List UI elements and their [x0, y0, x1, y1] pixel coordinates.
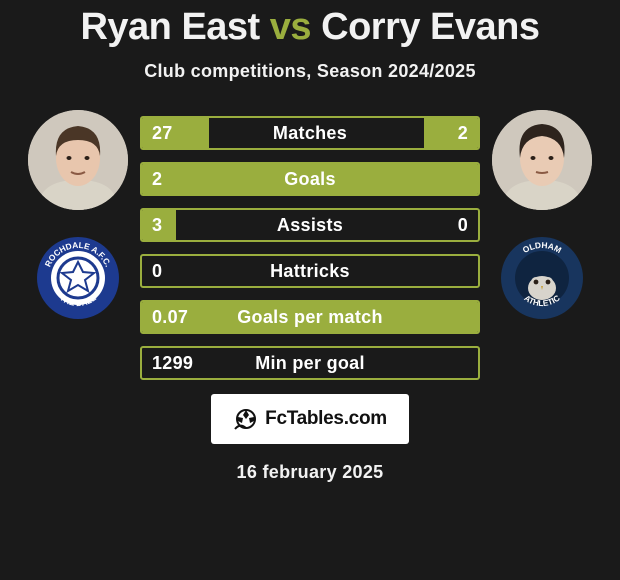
- subtitle: Club competitions, Season 2024/2025: [144, 61, 476, 82]
- date-text: 16 february 2025: [237, 462, 384, 483]
- stat-label: Hattricks: [270, 261, 350, 282]
- player2-avatar: [492, 110, 592, 210]
- stat-row: 1299 Min per goal: [140, 346, 480, 380]
- stat-value-right: 0: [458, 210, 468, 240]
- stat-row: 3 Assists 0: [140, 208, 480, 242]
- stat-row: 0.07 Goals per match: [140, 300, 480, 334]
- stat-row: 0 Hattricks: [140, 254, 480, 288]
- stat-label: Min per goal: [255, 353, 365, 374]
- stat-value-left: 27: [152, 118, 173, 148]
- player1-name: Ryan East: [80, 6, 259, 48]
- stat-label: Matches: [273, 123, 347, 144]
- stat-value-left: 1299: [152, 348, 193, 378]
- stat-label: Assists: [277, 215, 343, 236]
- stat-row: 2 Goals: [140, 162, 480, 196]
- brand-text: FcTables.com: [265, 408, 387, 430]
- comparison-card: Ryan East vs Corry Evans Club competitio…: [0, 0, 620, 580]
- club1-badge-svg: ROCHDALE A.F.C. THE DALE: [36, 236, 120, 320]
- brand-icon: [233, 406, 259, 432]
- stat-row: 27 Matches 2: [140, 116, 480, 150]
- player2-name: Corry Evans: [321, 6, 539, 48]
- player1-club-badge: ROCHDALE A.F.C. THE DALE: [36, 236, 120, 320]
- vs-text: vs: [270, 6, 311, 48]
- stat-label: Goals: [284, 169, 336, 190]
- stat-bars: 27 Matches 2 2 Goals 3 Assists 0 0 Hattricks 0.07 G…: [140, 108, 480, 380]
- page-title: Ryan East vs Corry Evans: [80, 6, 539, 49]
- stat-value-left: 0.07: [152, 302, 188, 332]
- watermark: FcTables.com: [211, 394, 409, 444]
- club2-badge-svg: OLDHAM ATHLETIC: [500, 236, 584, 320]
- comparison-body: ROCHDALE A.F.C. THE DALE 27 Matches 2 2 Goal…: [0, 108, 620, 380]
- stat-value-left: 3: [152, 210, 162, 240]
- player1-avatar-svg: [28, 110, 128, 210]
- stat-label: Goals per match: [237, 307, 383, 328]
- stat-value-left: 0: [152, 256, 162, 286]
- player2-avatar-svg: [492, 110, 592, 210]
- stat-value-left: 2: [152, 164, 162, 194]
- stat-fill-right: [424, 118, 478, 148]
- player1-avatar: [28, 110, 128, 210]
- stat-value-right: 2: [458, 118, 468, 148]
- left-column: ROCHDALE A.F.C. THE DALE: [28, 108, 128, 320]
- player2-club-badge: OLDHAM ATHLETIC: [500, 236, 584, 320]
- right-column: OLDHAM ATHLETIC: [492, 108, 592, 320]
